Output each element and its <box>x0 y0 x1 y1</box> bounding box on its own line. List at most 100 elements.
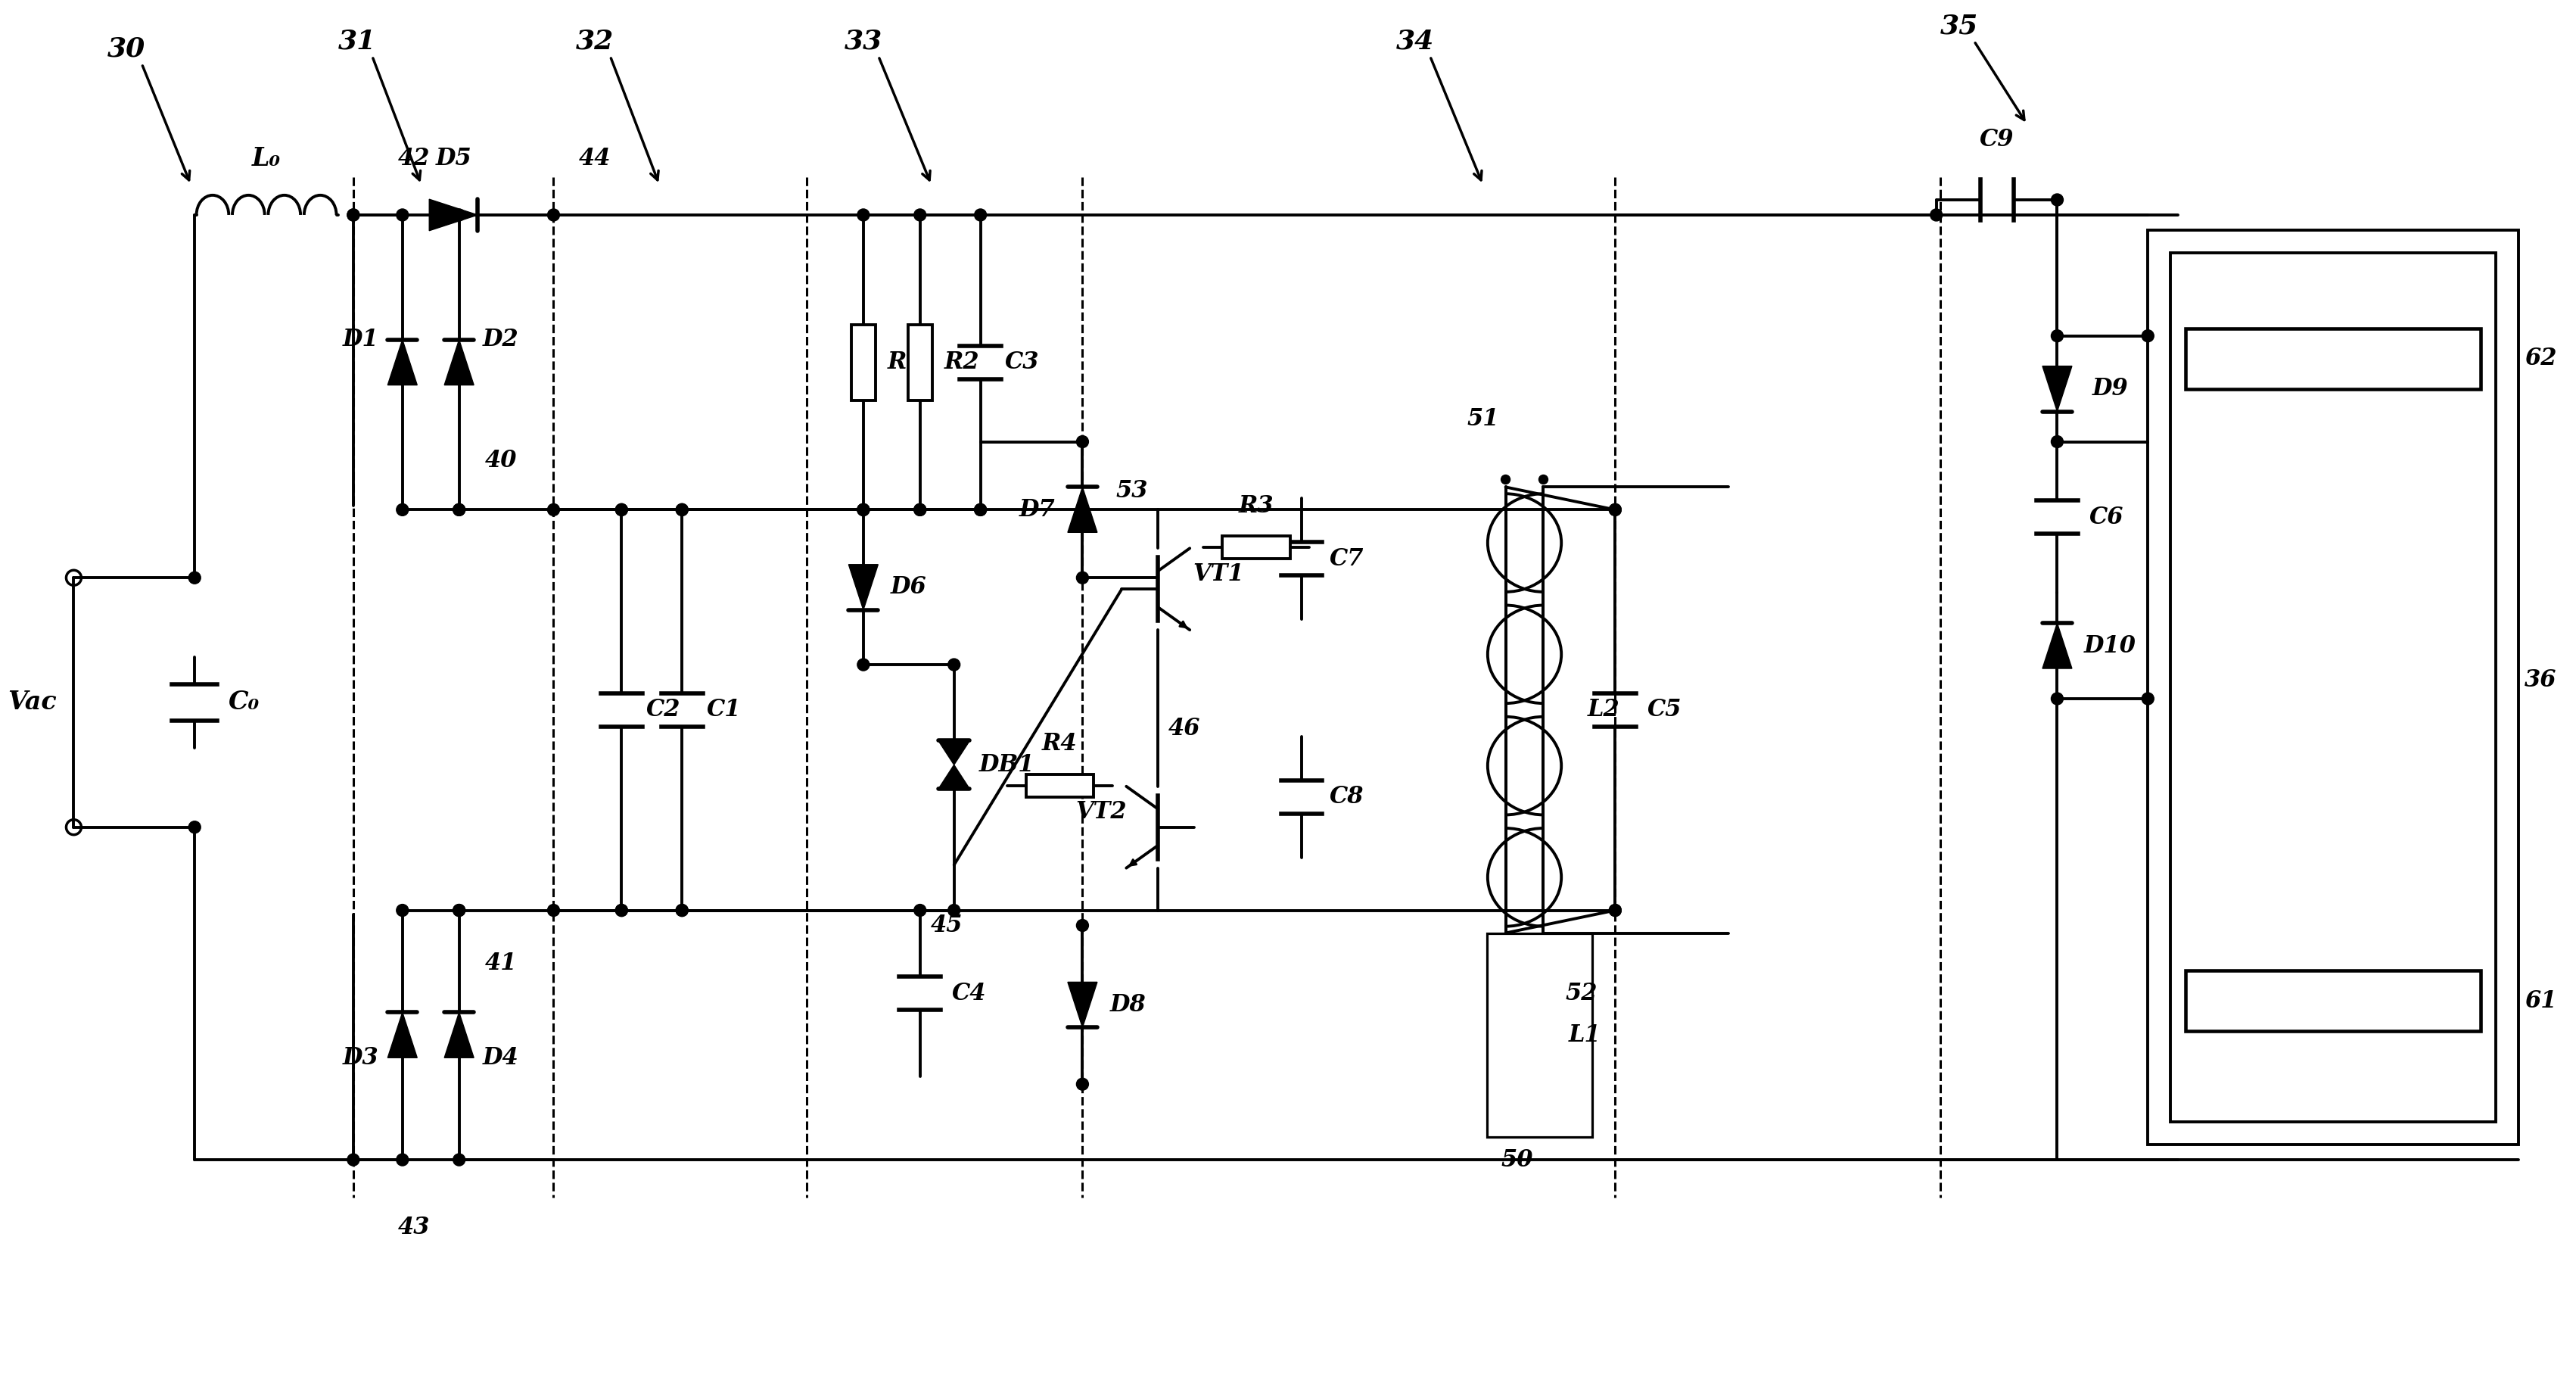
Text: 43: 43 <box>397 1216 430 1239</box>
Circle shape <box>348 208 361 221</box>
Circle shape <box>948 658 961 671</box>
Circle shape <box>914 504 925 516</box>
Text: R4: R4 <box>1043 733 1077 756</box>
Circle shape <box>974 504 987 516</box>
Text: L2: L2 <box>1587 698 1620 722</box>
Text: 35: 35 <box>1940 14 1978 39</box>
Bar <box>2184 970 2481 1031</box>
Circle shape <box>188 821 201 834</box>
Text: VT1: VT1 <box>1193 562 1244 585</box>
Text: 45: 45 <box>930 914 963 937</box>
Polygon shape <box>2043 366 2071 411</box>
Circle shape <box>1929 208 1942 221</box>
Text: D4: D4 <box>482 1046 518 1070</box>
Circle shape <box>675 504 688 516</box>
Circle shape <box>2050 193 2063 206</box>
Text: C9: C9 <box>1978 127 2014 150</box>
Text: 52: 52 <box>1566 981 1597 1005</box>
Text: R1: R1 <box>886 351 922 374</box>
Text: 31: 31 <box>337 28 376 54</box>
Circle shape <box>675 904 688 916</box>
Text: C2: C2 <box>647 698 680 722</box>
Circle shape <box>397 504 410 516</box>
Circle shape <box>1610 504 1620 516</box>
Circle shape <box>675 904 688 916</box>
Circle shape <box>616 904 629 916</box>
Circle shape <box>348 208 361 221</box>
Text: D2: D2 <box>482 328 518 352</box>
Text: 34: 34 <box>1396 28 1435 54</box>
Text: 30: 30 <box>108 36 147 62</box>
Text: C7: C7 <box>1329 546 1365 570</box>
Text: 36: 36 <box>2524 668 2558 691</box>
Polygon shape <box>389 339 417 385</box>
Circle shape <box>453 504 466 516</box>
Polygon shape <box>1066 487 1097 533</box>
Circle shape <box>974 504 987 516</box>
Text: 62: 62 <box>2524 346 2558 370</box>
Text: R3: R3 <box>1239 494 1275 518</box>
Polygon shape <box>938 765 969 789</box>
Polygon shape <box>446 339 474 385</box>
Circle shape <box>616 904 629 916</box>
Circle shape <box>616 504 629 516</box>
Polygon shape <box>938 741 969 765</box>
Circle shape <box>397 904 410 916</box>
Text: L₀: L₀ <box>252 146 281 171</box>
Text: L1: L1 <box>1569 1024 1602 1047</box>
Text: D6: D6 <box>891 575 927 599</box>
Circle shape <box>858 504 868 516</box>
Circle shape <box>2141 330 2154 342</box>
Text: D3: D3 <box>343 1046 379 1070</box>
Circle shape <box>453 208 466 221</box>
Text: D10: D10 <box>2084 633 2136 657</box>
Text: 41: 41 <box>484 951 518 974</box>
Polygon shape <box>848 564 878 610</box>
Text: C6: C6 <box>2089 505 2123 529</box>
Text: D5: D5 <box>435 146 471 170</box>
Text: C₀: C₀ <box>229 690 260 715</box>
Bar <box>907 324 933 400</box>
Circle shape <box>1077 436 1090 447</box>
Bar <box>1221 537 1291 559</box>
Circle shape <box>453 904 466 916</box>
Circle shape <box>858 658 868 671</box>
Circle shape <box>549 504 559 516</box>
Circle shape <box>348 1154 361 1166</box>
Text: 61: 61 <box>2524 989 2558 1013</box>
Text: R2: R2 <box>943 351 979 374</box>
Text: 40: 40 <box>484 448 518 472</box>
Circle shape <box>1502 475 1510 484</box>
Text: C8: C8 <box>1329 785 1365 809</box>
Bar <box>1486 933 1592 1137</box>
Circle shape <box>1077 1078 1090 1090</box>
Circle shape <box>2050 436 2063 447</box>
Text: 46: 46 <box>1170 718 1200 741</box>
Polygon shape <box>1066 983 1097 1028</box>
Circle shape <box>2050 330 2063 342</box>
Text: C4: C4 <box>953 981 987 1005</box>
Circle shape <box>858 504 868 516</box>
Text: D7: D7 <box>1020 498 1056 522</box>
Text: D8: D8 <box>1110 994 1146 1017</box>
Bar <box>2148 230 2519 1144</box>
Text: VT2: VT2 <box>1077 800 1126 824</box>
Text: 51: 51 <box>1466 407 1499 431</box>
Circle shape <box>1610 904 1620 916</box>
Circle shape <box>1610 504 1620 516</box>
Circle shape <box>1077 571 1090 584</box>
Circle shape <box>549 208 559 221</box>
Bar <box>850 324 876 400</box>
Text: 33: 33 <box>845 28 884 54</box>
Bar <box>1025 774 1095 798</box>
Polygon shape <box>430 199 477 230</box>
Circle shape <box>2050 693 2063 705</box>
Circle shape <box>948 904 961 916</box>
Circle shape <box>858 208 868 221</box>
Text: 32: 32 <box>577 28 613 54</box>
Bar <box>2184 328 2481 389</box>
Circle shape <box>1610 904 1620 916</box>
Polygon shape <box>446 1013 474 1057</box>
Circle shape <box>914 504 925 516</box>
Text: 42: 42 <box>397 146 430 170</box>
